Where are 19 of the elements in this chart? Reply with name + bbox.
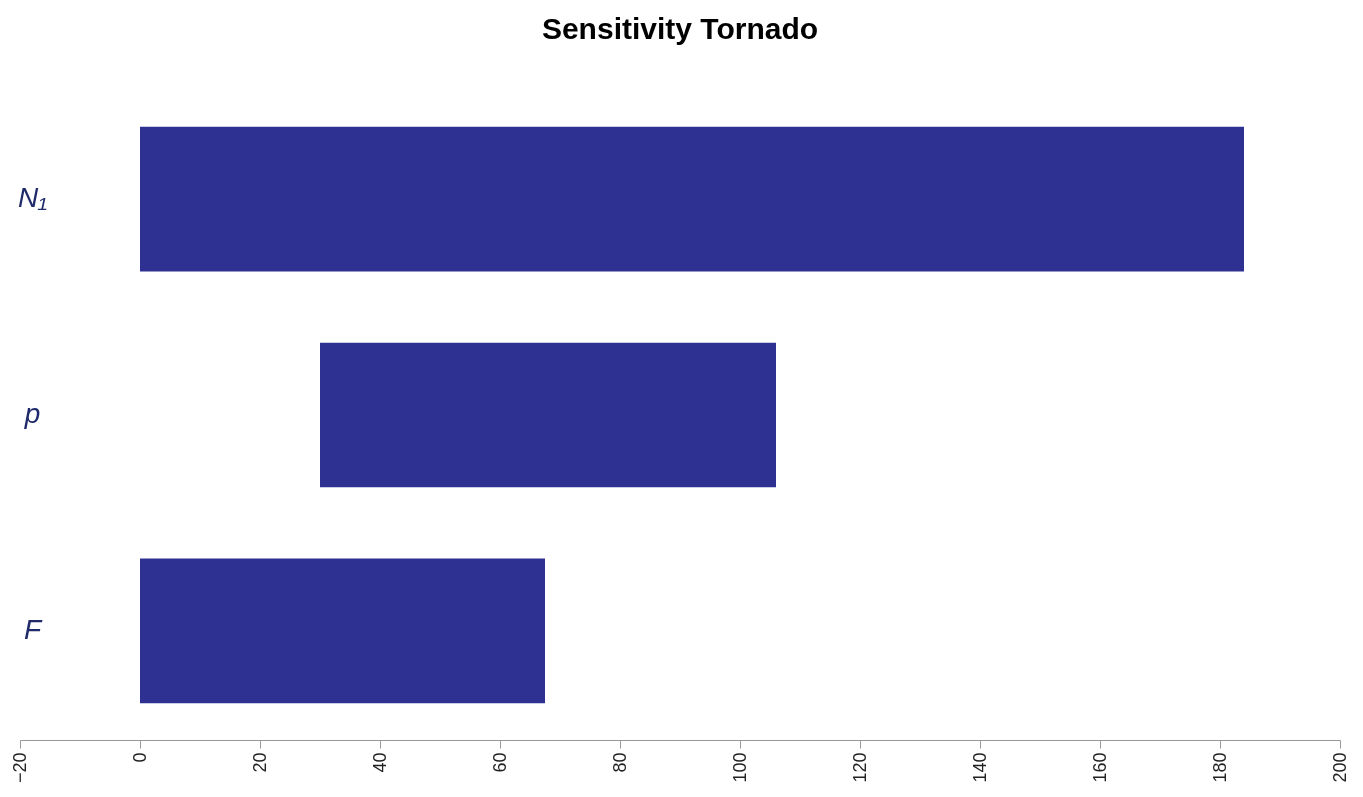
x-tick-label: 60 xyxy=(489,752,510,773)
bar xyxy=(140,126,1244,272)
y-tick-label: N₁ xyxy=(17,182,48,214)
x-tick-label: 160 xyxy=(1089,752,1110,783)
y-tick-label: F xyxy=(23,613,43,645)
x-tick-label: 120 xyxy=(849,752,870,783)
chart-title: Sensitivity Tornado xyxy=(541,12,819,45)
x-tick-label: 20 xyxy=(249,752,270,773)
x-tick-label: 200 xyxy=(1329,752,1350,783)
x-tick-label: −20 xyxy=(9,752,30,784)
bar xyxy=(140,558,545,704)
y-tick-label: p xyxy=(23,398,41,429)
x-tick-label: 100 xyxy=(729,752,750,783)
x-tick-label: 140 xyxy=(969,752,990,783)
x-tick-label: 40 xyxy=(369,752,390,773)
x-tick-label: 80 xyxy=(609,752,630,773)
x-tick-label: 180 xyxy=(1209,752,1230,783)
bar xyxy=(320,342,776,488)
x-tick-label: 0 xyxy=(129,752,150,763)
